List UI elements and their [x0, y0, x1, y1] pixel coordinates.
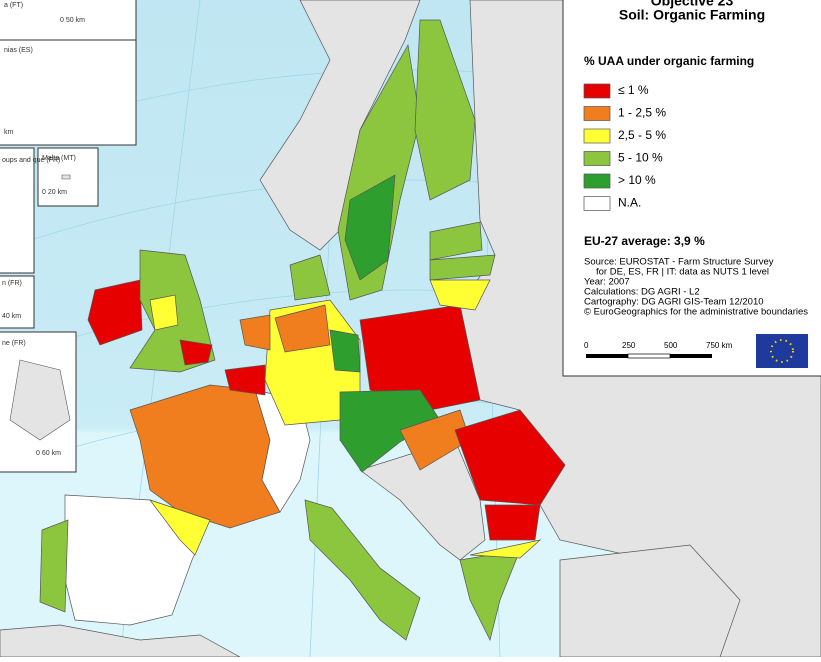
- scale-label: 250: [622, 341, 636, 350]
- italy: [304, 499, 421, 641]
- austria-czechia: [339, 389, 441, 473]
- legend-swatch: [583, 128, 611, 144]
- legend-label: 2,5 - 5 %: [618, 128, 666, 142]
- legend: ≤ 1 % 1 - 2,5 % 2,5 - 5 % 5 - 10 % > 10 % N.A…: [583, 83, 666, 211]
- title: Soil: Organic Farming: [619, 7, 765, 23]
- inset-scale: 0 60 km: [36, 450, 61, 457]
- poland: [359, 304, 481, 411]
- eu-regions: [39, 19, 566, 642]
- uk-region: [149, 294, 179, 331]
- ireland: [87, 279, 143, 346]
- sweden-central: [344, 174, 396, 281]
- legend-heading: % UAA under organic farming: [584, 54, 754, 68]
- bulgaria: [484, 504, 541, 541]
- source: Source: EUROSTAT - Farm Structure Survey…: [584, 257, 808, 318]
- source-line: Year: 2007: [584, 277, 630, 288]
- uk-region: [179, 339, 213, 366]
- source-line: © EuroGeographics for the administrative…: [584, 307, 808, 318]
- scale-label: 750 km: [706, 341, 733, 350]
- netherlands: [239, 314, 271, 351]
- inset-scale: 0 20 km: [42, 189, 67, 196]
- legend-swatch: [583, 106, 611, 121]
- greece-north: [469, 539, 542, 559]
- spain-region: [149, 499, 211, 556]
- source-line: Calculations: DG AGRI - L2: [584, 287, 700, 298]
- eu-flag: [756, 334, 808, 368]
- romania: [454, 409, 566, 506]
- belgium: [224, 364, 266, 396]
- finland: [414, 19, 476, 201]
- inset-label: oups and que (FR): [2, 157, 60, 164]
- inset-label: a (FT): [4, 2, 23, 9]
- legend-label: 5 - 10 %: [618, 151, 663, 165]
- legend-label: ≤ 1 %: [618, 83, 649, 97]
- inset-scale: 0 50 km: [60, 17, 85, 24]
- germany-east: [329, 329, 361, 373]
- legend-label: 1 - 2,5 %: [618, 106, 666, 120]
- germany-north: [274, 304, 331, 353]
- portugal: [39, 519, 69, 613]
- source-line: Cartography: DG AGRI GIS-Team 12/2010: [584, 297, 764, 308]
- estonia: [429, 221, 483, 261]
- legend-swatch: [583, 173, 611, 189]
- source-line: for DE, ES, FR | IT: data as NUTS 1 leve…: [596, 267, 769, 278]
- latvia: [429, 254, 496, 281]
- inset-label: Malta (MT): [42, 155, 76, 162]
- inset-label: nias (ES): [4, 47, 33, 54]
- scale-label: 0: [584, 341, 589, 350]
- lithuania: [429, 279, 491, 311]
- denmark: [289, 254, 331, 301]
- average: EU-27 average: 3,9 %: [584, 234, 705, 248]
- inset-labels: a (FT) 0 50 km nias (ES) km oups and que…: [2, 2, 85, 457]
- title: Objective 23: [651, 0, 734, 9]
- legend-label: > 10 %: [618, 173, 656, 187]
- legend-swatch: [583, 196, 611, 211]
- inset-label: n (FR): [2, 280, 22, 287]
- scale-labels: 0 250 500 750 km: [584, 341, 733, 350]
- legend-swatch: [583, 83, 611, 99]
- inset-land: [9, 174, 71, 441]
- legend-label: N.A.: [618, 196, 641, 210]
- inset-scale: km: [4, 129, 14, 136]
- source-line: Source: EUROSTAT - Farm Structure Survey: [584, 257, 774, 268]
- inset-label: ne (FR): [2, 340, 26, 347]
- inset-scale: 40 km: [2, 313, 21, 320]
- legend-swatch: [583, 151, 611, 166]
- scale-bar: [586, 353, 712, 359]
- scale-label: 500: [664, 341, 678, 350]
